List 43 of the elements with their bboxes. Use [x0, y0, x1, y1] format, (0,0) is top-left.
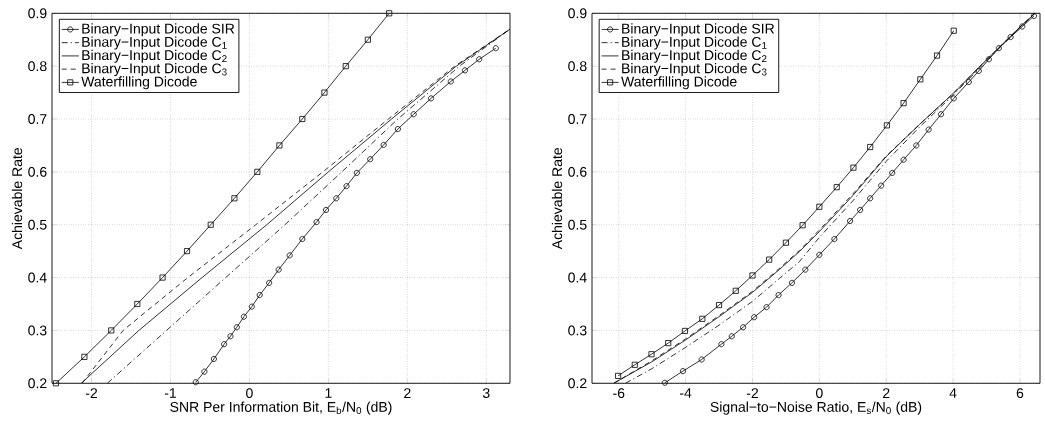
y-tick-label: 0.6 [568, 166, 587, 177]
x-tick-label: 6 [1016, 388, 1024, 399]
legend-label: Waterfilling Dicode [81, 76, 197, 90]
y-tick-label: 0.8 [28, 61, 47, 72]
y-tick-label: 0.7 [568, 114, 587, 124]
y-tick-label: 0.5 [28, 219, 47, 230]
y-tick-label: 0.7 [28, 114, 47, 124]
x-tick-label: -6 [613, 388, 625, 399]
x-tick-label: 3 [482, 388, 490, 399]
x-tick-label: -2 [746, 388, 759, 398]
x-tick-label: 0 [246, 388, 253, 399]
legend-label: Binary−Input Dicode C$_{3}$ [82, 63, 227, 77]
y-tick-label: 0.9 [568, 8, 587, 19]
x-axis-title: SNR Per Information Bit, E$_{b}$/N$_{0}$ (dB) [170, 401, 392, 415]
legend-label: Waterfilling Dicode [621, 76, 737, 90]
x-tick-label: 2 [883, 388, 890, 398]
legend-label: Binary−Input Dicode SIR [622, 23, 775, 37]
y-tick-label: 0.8 [568, 61, 587, 72]
y-tick-label: 0.4 [28, 272, 47, 283]
x-tick-label: 0 [816, 388, 823, 399]
legend-label: Binary−Input Dicode C$_{1}$ [82, 36, 227, 50]
y-tick-label: 0.2 [28, 378, 47, 389]
x-tick-label: 1 [325, 388, 332, 398]
y-tick-label: 0.9 [28, 8, 47, 19]
y-axis-title: Achievable Rate [11, 147, 23, 250]
x-tick-label: -2 [85, 388, 98, 398]
y-tick-label: 0.2 [568, 378, 587, 389]
legend-label: Binary−Input Dicode C$_{2}$ [622, 49, 767, 63]
x-tick-label: -4 [680, 388, 692, 398]
x-axis-title: Signal−to−Noise Ratio, E$_{s}$/N$_{0}$ (dB) [710, 401, 922, 415]
x-tick-label: -1 [164, 388, 176, 398]
y-tick-label: 0.3 [28, 325, 47, 336]
x-tick-label: 4 [949, 388, 957, 398]
legend-label: Binary−Input Dicode SIR [82, 23, 235, 37]
y-tick-label: 0.4 [568, 272, 587, 283]
y-axis-title: Achievable Rate [551, 147, 563, 250]
y-tick-label: 0.3 [568, 325, 587, 336]
y-tick-label: 0.6 [28, 166, 47, 177]
legend-label: Binary−Input Dicode C$_{3}$ [622, 63, 767, 77]
legend-label: Binary−Input Dicode C$_{1}$ [622, 36, 767, 50]
x-tick-label: 2 [404, 388, 411, 398]
y-tick-label: 0.5 [568, 219, 587, 230]
legend-label: Binary−Input Dicode C$_{2}$ [82, 49, 227, 63]
